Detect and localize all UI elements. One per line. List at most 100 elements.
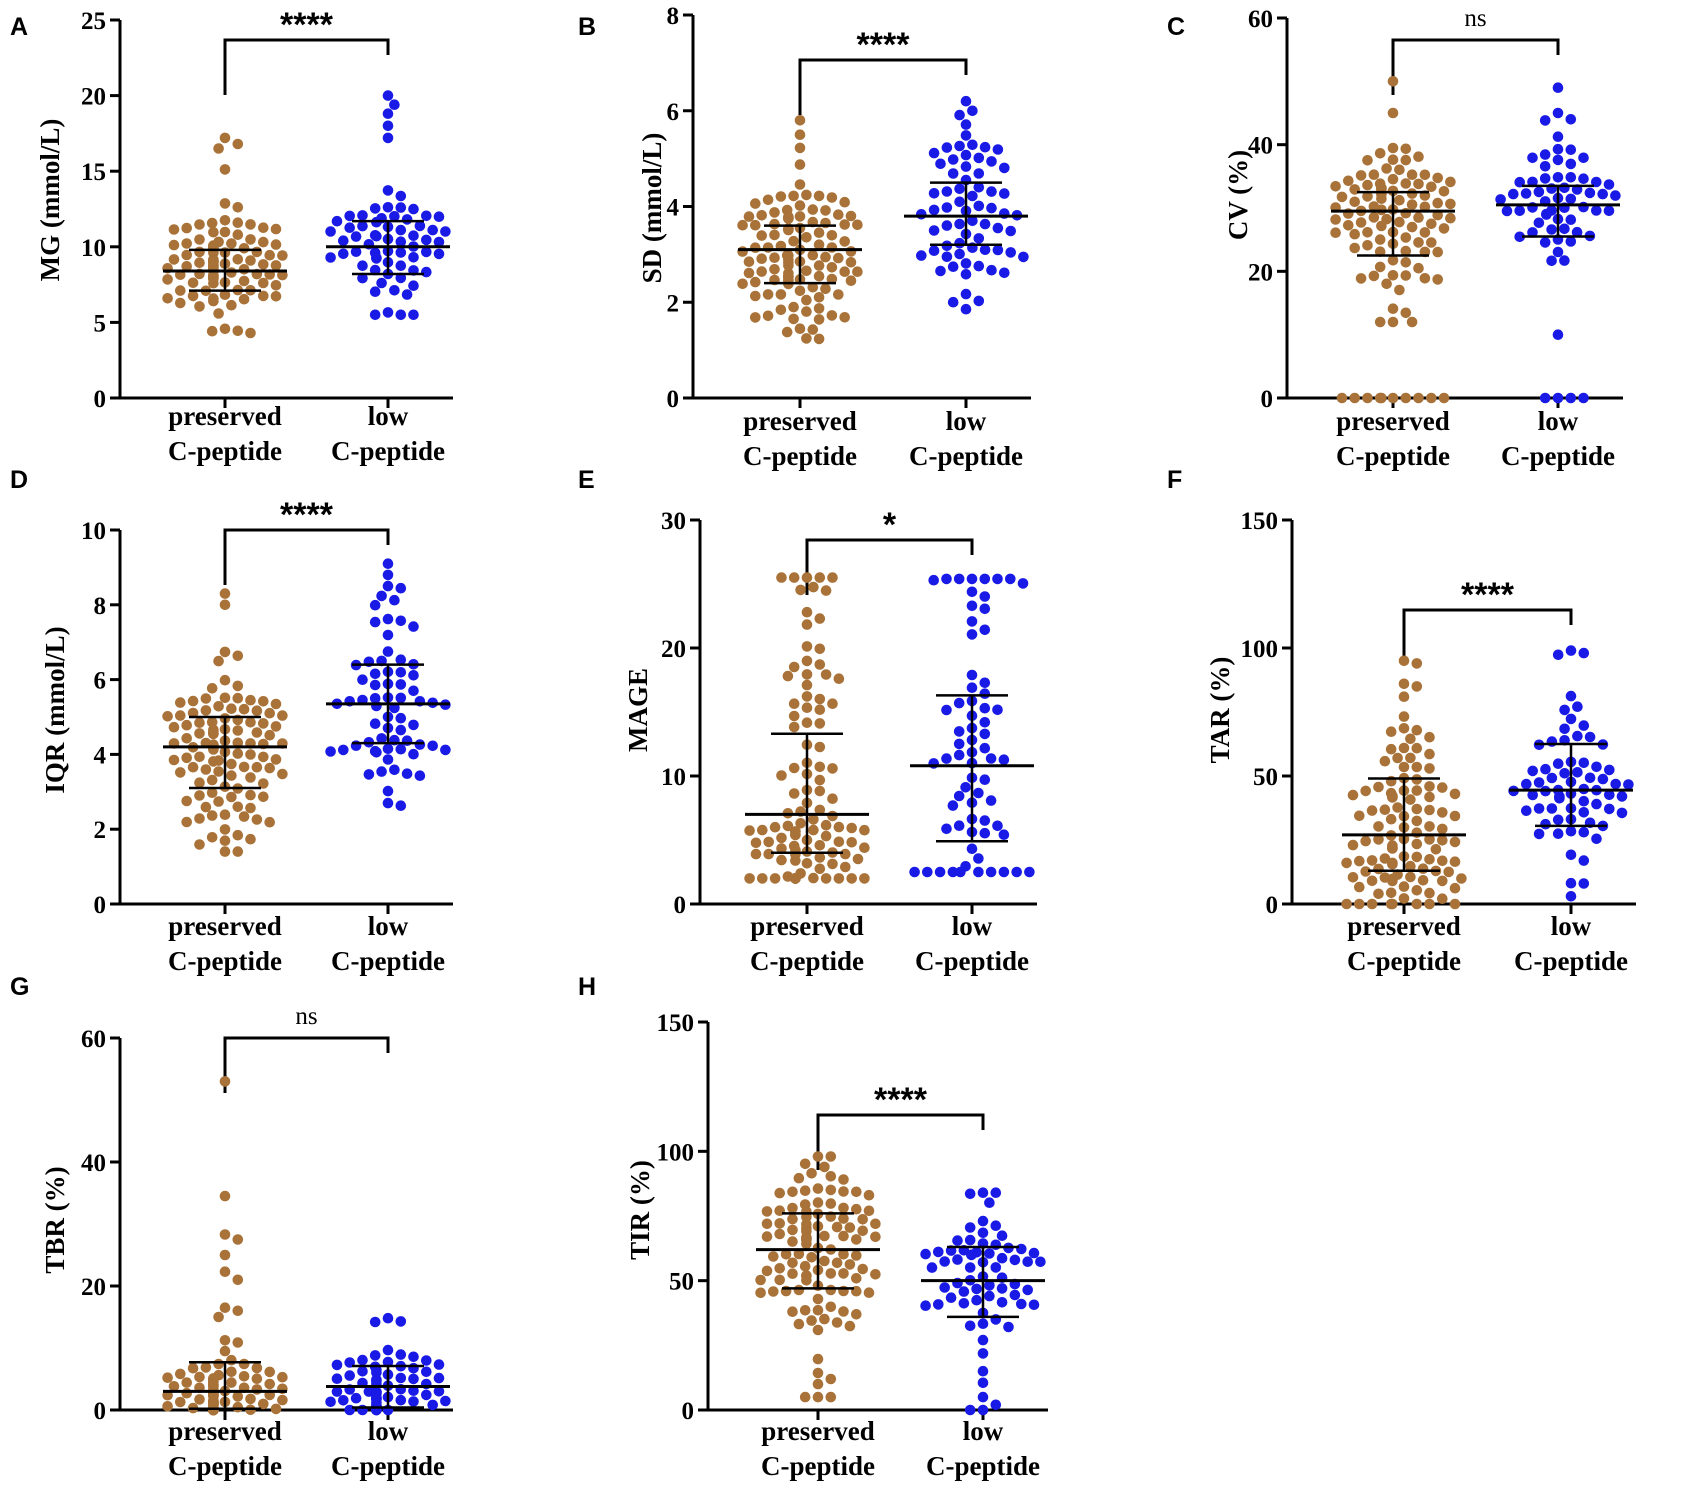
data-point (909, 866, 920, 878)
data-point (401, 768, 413, 779)
data-point (1546, 803, 1558, 814)
data-point (1546, 224, 1557, 235)
data-point (960, 161, 972, 172)
data-point (941, 220, 953, 231)
data-point (226, 299, 237, 311)
data-point (813, 239, 825, 250)
data-point (181, 1377, 192, 1388)
data-point (1426, 218, 1437, 230)
data-point (1366, 875, 1378, 887)
x-category-label: low (368, 911, 409, 941)
data-point (827, 763, 838, 774)
data-point (794, 142, 806, 154)
data-point (863, 1189, 875, 1201)
data-point (1527, 789, 1538, 801)
data-point (737, 219, 748, 231)
data-point (813, 292, 825, 303)
significance-label: ns (295, 1003, 317, 1030)
data-point (825, 1301, 837, 1313)
data-point (1424, 748, 1435, 760)
y-tick-label: 15 (81, 159, 106, 186)
data-point (977, 1334, 989, 1346)
data-point (788, 788, 800, 799)
data-point (1437, 835, 1448, 846)
data-point (200, 693, 212, 704)
data-point (964, 1188, 976, 1200)
y-tick-label: 20 (81, 84, 106, 111)
data-point (408, 251, 419, 263)
data-point (820, 283, 831, 295)
data-point (1552, 814, 1564, 826)
data-point (870, 1231, 881, 1243)
data-point (1495, 194, 1506, 205)
data-point (1405, 860, 1416, 872)
data-point (1349, 196, 1360, 208)
data-point (928, 188, 940, 199)
data-point (838, 1268, 849, 1279)
data-point (801, 669, 813, 680)
y-tick-label: 0 (682, 1398, 695, 1425)
data-point (219, 1345, 231, 1357)
data-point (382, 307, 394, 318)
data-point (801, 679, 813, 691)
data-point (788, 235, 799, 247)
data-point (357, 1366, 368, 1377)
data-point (756, 266, 767, 277)
data-point (1449, 882, 1461, 894)
data-point (833, 873, 845, 884)
y-tick-label: 0 (94, 386, 107, 413)
data-point (1539, 161, 1551, 172)
data-point (1578, 855, 1590, 866)
data-point (1022, 1284, 1033, 1296)
data-point (325, 1396, 336, 1408)
data-point (954, 218, 965, 230)
data-point (1539, 392, 1551, 404)
data-point (1406, 316, 1418, 328)
data-point (960, 288, 972, 300)
data-point (776, 854, 787, 866)
data-point (226, 1377, 237, 1388)
data-point (790, 829, 801, 841)
data-point (1424, 854, 1435, 865)
data-point (1533, 803, 1545, 814)
data-point (440, 1395, 451, 1407)
y-tick-label: 30 (661, 508, 686, 535)
data-point (258, 751, 269, 763)
data-point (1398, 761, 1410, 773)
data-point (1022, 1256, 1033, 1267)
data-point (219, 846, 231, 857)
data-point (916, 209, 927, 220)
data-point (954, 237, 965, 249)
data-point (357, 1354, 368, 1366)
data-point (750, 312, 761, 323)
data-point (1521, 805, 1532, 816)
data-point (251, 1373, 263, 1384)
data-point (395, 743, 407, 755)
data-point (947, 168, 959, 179)
data-point (768, 1251, 779, 1262)
data-point (776, 832, 787, 844)
data-point (344, 222, 356, 233)
data-point (1406, 188, 1418, 199)
data-point (213, 308, 224, 319)
data-point (1449, 810, 1461, 822)
data-point (338, 744, 349, 756)
data-point (258, 259, 269, 270)
y-axis-label: TAR (%) (1205, 657, 1235, 764)
data-point (331, 1359, 343, 1371)
data-point (934, 866, 946, 878)
data-point (806, 1168, 817, 1179)
data-point (788, 762, 800, 774)
x-category-label: C-peptide (168, 436, 282, 466)
data-point (979, 218, 991, 230)
data-point (1578, 173, 1589, 184)
data-point (1430, 844, 1442, 855)
data-point (325, 226, 336, 237)
data-point (1373, 888, 1384, 900)
data-point (200, 1362, 212, 1373)
data-point (1405, 752, 1416, 764)
y-tick-label: 40 (1248, 133, 1273, 160)
data-point (820, 669, 832, 680)
data-point (1362, 392, 1373, 404)
data-point (421, 246, 432, 258)
